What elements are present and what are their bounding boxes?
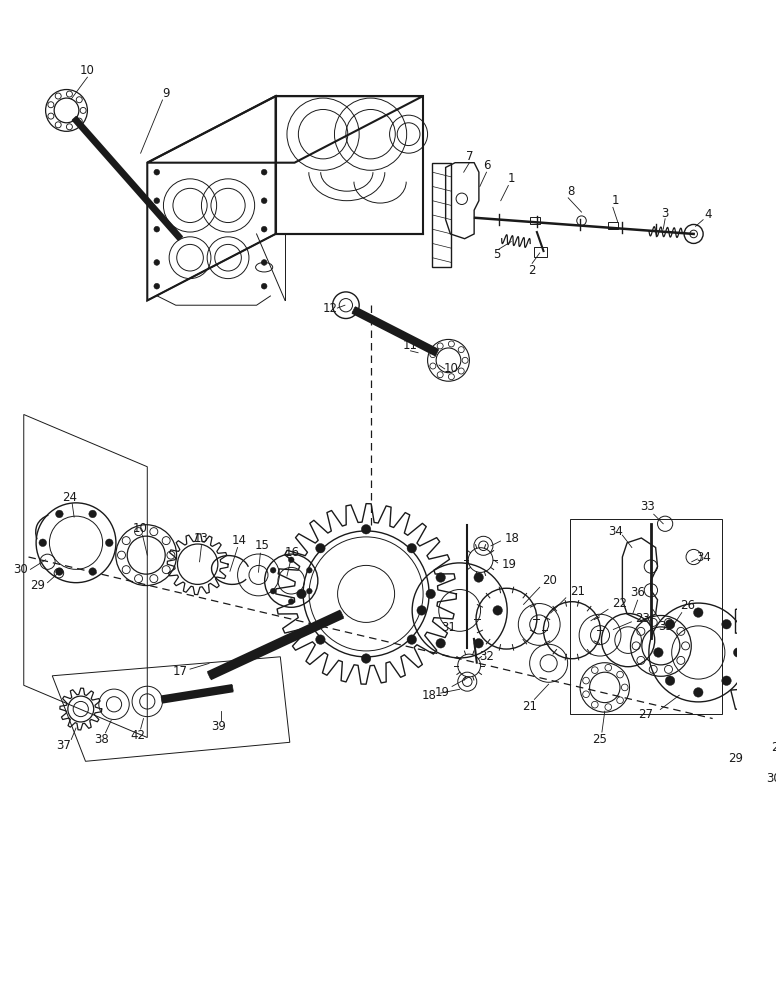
Circle shape — [106, 539, 113, 547]
Circle shape — [653, 648, 663, 657]
Circle shape — [436, 573, 445, 582]
Text: 24: 24 — [62, 491, 77, 504]
Text: 29: 29 — [728, 752, 743, 765]
Text: 28: 28 — [771, 741, 776, 754]
Circle shape — [262, 260, 267, 265]
Circle shape — [296, 589, 307, 599]
Text: 13: 13 — [194, 532, 209, 545]
Text: 14: 14 — [232, 534, 247, 547]
Circle shape — [262, 169, 267, 175]
Text: 9: 9 — [162, 87, 170, 100]
Text: 1: 1 — [612, 194, 619, 207]
Circle shape — [154, 169, 160, 175]
Circle shape — [665, 676, 675, 685]
Text: 19: 19 — [501, 558, 517, 571]
Text: 15: 15 — [255, 539, 270, 552]
Text: 18: 18 — [422, 689, 437, 702]
Circle shape — [436, 639, 445, 648]
Circle shape — [289, 599, 294, 604]
Text: 10: 10 — [80, 64, 95, 77]
Text: 5: 5 — [494, 248, 501, 261]
Text: 35: 35 — [658, 620, 673, 633]
Circle shape — [694, 688, 703, 697]
Circle shape — [493, 606, 502, 615]
Text: 30: 30 — [13, 563, 28, 576]
Text: 4: 4 — [704, 208, 712, 221]
Text: 31: 31 — [441, 621, 456, 634]
Text: 42: 42 — [130, 729, 145, 742]
Circle shape — [88, 568, 96, 575]
Text: 22: 22 — [612, 597, 627, 610]
Text: 16: 16 — [285, 546, 300, 559]
Bar — [530, 217, 539, 224]
Text: 34: 34 — [696, 551, 711, 564]
Text: 32: 32 — [479, 650, 494, 663]
Circle shape — [154, 198, 160, 204]
Circle shape — [56, 510, 63, 518]
Text: 12: 12 — [322, 302, 338, 315]
Circle shape — [362, 654, 371, 663]
Text: 23: 23 — [636, 612, 650, 625]
Circle shape — [262, 283, 267, 289]
Text: 10: 10 — [444, 362, 459, 375]
Circle shape — [722, 676, 731, 685]
Text: 34: 34 — [608, 525, 623, 538]
Circle shape — [694, 608, 703, 617]
Text: 21: 21 — [522, 700, 537, 713]
Text: 38: 38 — [95, 733, 109, 746]
Circle shape — [39, 539, 47, 547]
Circle shape — [307, 567, 312, 573]
Text: 29: 29 — [30, 579, 46, 592]
Circle shape — [262, 198, 267, 204]
Text: 8: 8 — [567, 185, 575, 198]
Circle shape — [88, 510, 96, 518]
Text: 25: 25 — [593, 733, 608, 746]
Text: 30: 30 — [766, 772, 776, 785]
Circle shape — [426, 589, 435, 599]
Text: 17: 17 — [173, 665, 188, 678]
Circle shape — [665, 620, 675, 629]
Circle shape — [154, 260, 160, 265]
Circle shape — [417, 606, 427, 615]
Text: 10: 10 — [132, 522, 147, 535]
Text: 36: 36 — [630, 586, 645, 599]
Text: 39: 39 — [211, 720, 226, 733]
Circle shape — [316, 543, 325, 553]
Bar — [608, 222, 618, 229]
Text: 2: 2 — [528, 264, 536, 277]
Circle shape — [262, 226, 267, 232]
Circle shape — [270, 567, 276, 573]
Text: 21: 21 — [570, 585, 585, 598]
Circle shape — [316, 635, 325, 644]
Text: 33: 33 — [641, 500, 656, 513]
Text: 7: 7 — [466, 150, 473, 163]
Circle shape — [722, 620, 731, 629]
Circle shape — [474, 639, 483, 648]
Bar — [534, 247, 547, 257]
Text: 26: 26 — [680, 599, 695, 612]
Text: 6: 6 — [483, 159, 490, 172]
Text: 20: 20 — [542, 574, 556, 587]
Circle shape — [154, 226, 160, 232]
Circle shape — [289, 557, 294, 563]
Circle shape — [154, 283, 160, 289]
Circle shape — [733, 648, 743, 657]
Text: 19: 19 — [435, 686, 450, 699]
Text: 27: 27 — [639, 708, 653, 721]
Text: 18: 18 — [504, 532, 519, 545]
Text: 3: 3 — [661, 207, 669, 220]
Text: 11: 11 — [403, 339, 418, 352]
Circle shape — [56, 568, 63, 575]
Circle shape — [407, 635, 417, 644]
Text: 1: 1 — [508, 172, 515, 185]
Text: 37: 37 — [56, 739, 71, 752]
Circle shape — [407, 543, 417, 553]
Circle shape — [362, 525, 371, 534]
Circle shape — [474, 573, 483, 582]
Circle shape — [307, 588, 312, 594]
Circle shape — [270, 588, 276, 594]
